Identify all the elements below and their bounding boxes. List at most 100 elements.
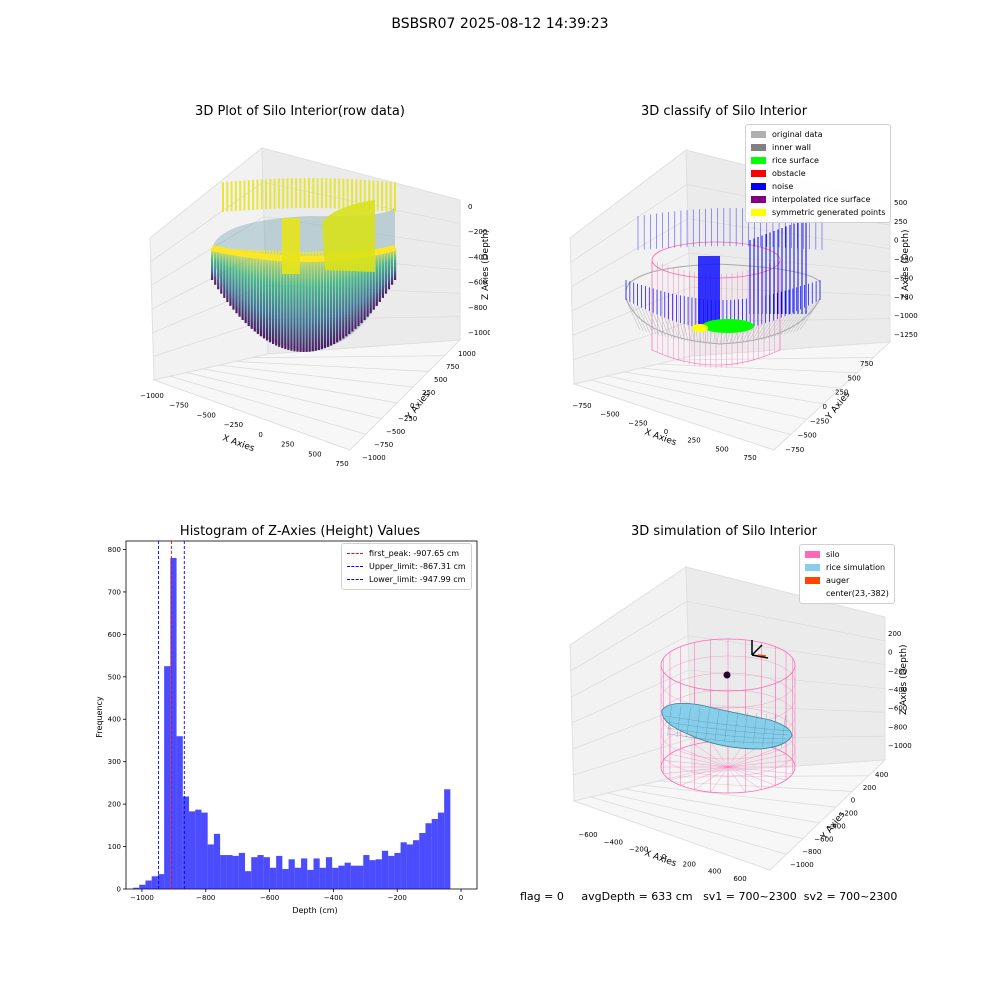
hist-ytick-3: 300: [108, 758, 121, 766]
p2-original-3: [637, 305, 650, 333]
p2-pane-back-left: [569, 149, 693, 385]
p2-xticks: −750 −500 −250 0 250 500 750: [572, 402, 756, 462]
hist-bar-14: [220, 855, 227, 889]
p4-legend-label-2: auger: [826, 576, 850, 585]
p4-center-marker: [723, 671, 731, 679]
hist-bar-37: [363, 855, 370, 889]
p1-rim-11: [269, 178, 272, 209]
p4-z-tick-5: −800: [888, 723, 907, 731]
p1-z-tick-5: −1000: [468, 329, 490, 337]
p1-streak-43: [342, 250, 345, 339]
p1-obstacle-left: [282, 218, 300, 274]
avg-depth-text: avgDepth = 633 cm: [581, 890, 693, 903]
hist-bar-43: [400, 842, 407, 889]
hist-bar-38: [369, 860, 376, 889]
p2-legend-swatch-0: [751, 131, 766, 138]
p2-symmetric-points: [692, 324, 708, 332]
p1-streak-52: [369, 249, 372, 314]
p1-streak-23: [281, 251, 284, 349]
p4-y-tick-7: −1000: [790, 861, 814, 869]
p1-y-tick-7: −750: [374, 441, 393, 449]
p1-streak-56: [381, 248, 384, 298]
hist-bar-39: [375, 859, 382, 889]
p2-original-9: [660, 315, 670, 338]
p2-z-tick-6: −1000: [894, 312, 918, 320]
hist-bar-31: [325, 857, 333, 889]
p1-rim-0: [222, 182, 224, 212]
p1-vertical-streaks: [211, 178, 397, 352]
p4-mesh-r-9: [680, 766, 729, 786]
hist-bar-21: [263, 857, 270, 889]
p2-original-23: [713, 329, 716, 344]
p4-rice-simulation: [661, 702, 793, 750]
p4-x-tick-2: −200: [629, 846, 648, 854]
hist-xtick-4: −200: [388, 894, 407, 902]
p1-streak-38: [326, 250, 330, 347]
p1-streak-44: [345, 250, 348, 337]
hist-bar-32: [332, 867, 339, 889]
p4-z-tick-0: 200: [888, 630, 901, 638]
p4-auger-marker: [757, 654, 767, 657]
p1-streak-15: [256, 250, 259, 334]
p1-x-tick-3: −250: [224, 421, 243, 429]
p4-mesh-r-1: [727, 766, 793, 774]
hist-ytick-0: 0: [117, 886, 121, 894]
p1-streak-34: [314, 251, 317, 351]
p2-legend: original data inner wall rice surface obsta…: [745, 124, 892, 223]
p4-y-tick-3: −200: [839, 810, 858, 818]
hist-xtick-5: 0: [459, 894, 463, 902]
hist-bar-9: [189, 811, 196, 889]
hist-ytick-7: 700: [108, 588, 121, 596]
hist-ytick-8: 800: [108, 546, 121, 554]
p4-mesh-r-7: [710, 766, 729, 793]
p1-rim-15: [286, 178, 289, 209]
hist-bar-8: [182, 796, 190, 889]
p1-streak-60: [394, 248, 397, 280]
p2-legend-swatch-3: [751, 170, 766, 177]
p2-original-49: [796, 301, 817, 332]
p1-rim-16: [290, 178, 293, 209]
hist-bar-49: [437, 812, 445, 889]
p1-rim-5: [243, 180, 246, 211]
p2-original-43: [777, 312, 794, 337]
p4-x-tick-0: −600: [578, 831, 597, 839]
p1-rim-25: [329, 178, 332, 209]
p2-original-42: [774, 314, 790, 337]
p1-rim-31: [355, 179, 358, 210]
hist-bar-48: [431, 818, 438, 889]
sv2-text: sv2 = 700~2300: [803, 890, 898, 903]
p1-streak-13: [250, 249, 253, 329]
p1-streak-1: [214, 248, 217, 285]
p1-streak-3: [220, 248, 223, 294]
p4-x-tick-4: 200: [683, 860, 696, 868]
p1-streak-55: [378, 248, 381, 302]
hist-xtick-1: −800: [196, 894, 215, 902]
p4-mesh-r-21: [727, 748, 776, 768]
p2-original-11: [668, 319, 676, 340]
hist-bar-6: [170, 557, 177, 889]
panel3-title: Histogram of Z-Axies (Height) Values: [179, 524, 421, 539]
p1-streak-50: [363, 249, 366, 320]
hist-legend-item-2: Lower_limit: -947.99 cm: [347, 573, 466, 586]
p4-legend-swatch-1: [805, 564, 820, 571]
p1-rim-35: [372, 180, 375, 211]
p2-xlabel: X Axies: [643, 427, 678, 448]
p2-legend-swatch-4: [751, 183, 766, 190]
p2-z-tick-7: −1250: [894, 331, 918, 339]
p1-streak-17: [262, 250, 266, 339]
p1-streak-25: [287, 251, 290, 350]
hist-bar-24: [282, 869, 289, 889]
p1-silo-points: [211, 178, 397, 352]
p4-pane-floor: [572, 759, 887, 871]
hist-bar-0: [133, 887, 140, 889]
p1-rim-9: [260, 179, 263, 210]
p1-rim-29: [346, 178, 349, 209]
p1-streak-36: [320, 251, 323, 350]
p2-x-tick-6: 750: [743, 454, 756, 462]
p4-x-tick-1: −400: [604, 838, 623, 846]
p1-ylabel: Y Axies: [404, 390, 433, 423]
p1-rim-37: [381, 181, 384, 212]
p2-original-39: [764, 318, 778, 340]
hist-bar-17: [238, 852, 246, 889]
panel4-title: 3D simulation of Silo Interior: [631, 524, 817, 539]
